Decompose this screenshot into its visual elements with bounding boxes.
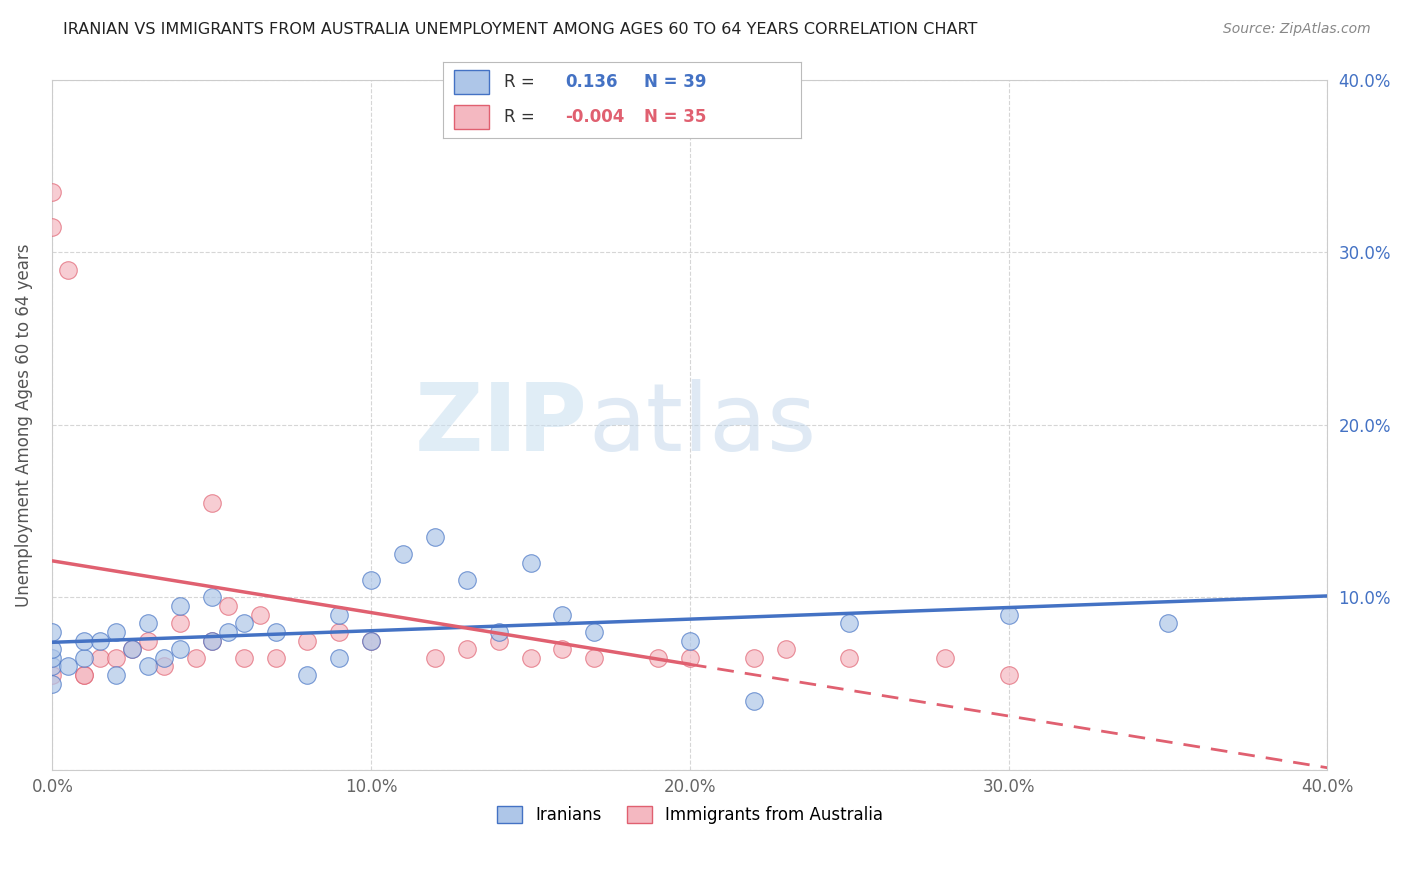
Text: Source: ZipAtlas.com: Source: ZipAtlas.com [1223, 22, 1371, 37]
Point [89, 633, 111, 648]
Point [423, 651, 446, 665]
Point [136, 659, 159, 673]
Point [297, 668, 319, 682]
Point [423, 530, 446, 544]
Point [551, 642, 574, 657]
FancyBboxPatch shape [454, 70, 489, 95]
Point [488, 633, 510, 648]
Point [73, 668, 96, 682]
Point [73, 633, 96, 648]
Point [519, 556, 541, 570]
Point [105, 651, 128, 665]
Point [232, 651, 254, 665]
Legend: Iranians, Immigrants from Australia: Iranians, Immigrants from Australia [496, 805, 883, 824]
Point [41, 651, 63, 665]
Point [328, 625, 350, 640]
Point [217, 625, 239, 640]
Point [583, 651, 606, 665]
Point [58, 262, 80, 277]
Point [41, 668, 63, 682]
Point [153, 651, 176, 665]
Point [488, 625, 510, 640]
Text: atlas: atlas [588, 379, 815, 471]
Point [121, 642, 143, 657]
Point [328, 607, 350, 622]
Point [456, 573, 478, 587]
Point [41, 677, 63, 691]
Point [551, 607, 574, 622]
Point [169, 599, 191, 614]
Text: N = 35: N = 35 [644, 108, 706, 126]
Point [136, 616, 159, 631]
Point [519, 651, 541, 665]
Point [297, 633, 319, 648]
Text: -0.004: -0.004 [565, 108, 624, 126]
Point [136, 633, 159, 648]
Point [58, 659, 80, 673]
Point [201, 633, 224, 648]
Point [456, 642, 478, 657]
Point [121, 642, 143, 657]
Point [838, 651, 860, 665]
Point [232, 616, 254, 631]
Point [775, 642, 797, 657]
Point [41, 185, 63, 199]
Text: N = 39: N = 39 [644, 73, 706, 91]
Point [153, 659, 176, 673]
Point [997, 607, 1019, 622]
Point [105, 668, 128, 682]
Point [742, 694, 765, 708]
Point [41, 625, 63, 640]
Point [360, 633, 382, 648]
Point [583, 625, 606, 640]
Point [89, 651, 111, 665]
Point [41, 642, 63, 657]
Text: ZIP: ZIP [415, 379, 588, 471]
Point [392, 547, 415, 561]
Point [73, 651, 96, 665]
Point [264, 651, 287, 665]
Point [41, 219, 63, 234]
Point [201, 495, 224, 509]
Point [647, 651, 669, 665]
Point [742, 651, 765, 665]
Point [360, 633, 382, 648]
Text: R =: R = [503, 73, 534, 91]
Text: R =: R = [503, 108, 534, 126]
Point [73, 668, 96, 682]
Point [249, 607, 271, 622]
Point [217, 599, 239, 614]
Point [201, 633, 224, 648]
Point [679, 633, 702, 648]
Point [328, 651, 350, 665]
Point [169, 642, 191, 657]
Point [184, 651, 207, 665]
Point [41, 659, 63, 673]
Point [201, 591, 224, 605]
Point [1157, 616, 1180, 631]
Text: IRANIAN VS IMMIGRANTS FROM AUSTRALIA UNEMPLOYMENT AMONG AGES 60 TO 64 YEARS CORR: IRANIAN VS IMMIGRANTS FROM AUSTRALIA UNE… [63, 22, 977, 37]
Point [105, 625, 128, 640]
Point [360, 573, 382, 587]
Y-axis label: Unemployment Among Ages 60 to 64 years: Unemployment Among Ages 60 to 64 years [15, 244, 32, 607]
Point [997, 668, 1019, 682]
Point [679, 651, 702, 665]
Point [934, 651, 956, 665]
Point [169, 616, 191, 631]
FancyBboxPatch shape [454, 105, 489, 129]
Point [264, 625, 287, 640]
Text: 0.136: 0.136 [565, 73, 617, 91]
Point [838, 616, 860, 631]
